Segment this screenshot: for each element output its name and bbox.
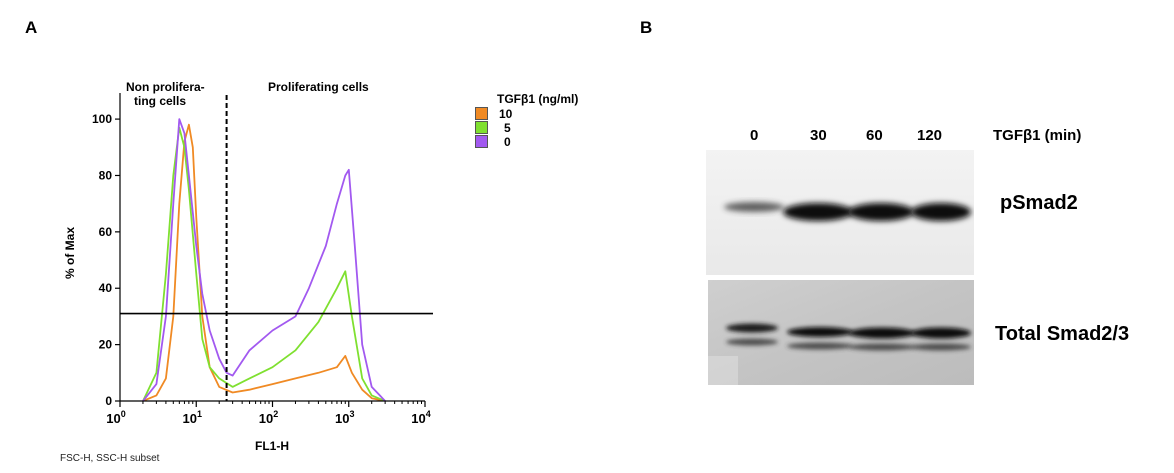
blot-label-psmad2: pSmad2 bbox=[1000, 192, 1078, 214]
blot-psmad2 bbox=[706, 150, 974, 275]
region-label-nonproliferating-2: ting cells bbox=[134, 94, 186, 108]
lane-label-30: 30 bbox=[810, 127, 827, 144]
panel-label-b: B bbox=[640, 18, 653, 37]
condition-label: TGFβ1 (min) bbox=[993, 127, 1082, 144]
band-smad-lower-lane-60 bbox=[849, 343, 915, 351]
panel-label-a: A bbox=[25, 18, 38, 37]
lane-label-120: 120 bbox=[917, 127, 943, 144]
band-smad-lower-lane-30 bbox=[787, 342, 853, 350]
series-line-10 bbox=[142, 123, 386, 401]
band-smad-lower-lane-120 bbox=[911, 343, 971, 351]
band-psmad2-lane-30 bbox=[783, 203, 853, 221]
band-smad-upper-lane-0 bbox=[726, 323, 778, 333]
legend: TGFβ1 (ng/ml) 10 5 0 bbox=[475, 92, 578, 149]
histogram-chart: Non prolifera- ting cells Proliferating … bbox=[63, 80, 433, 453]
blot-total-smad23 bbox=[708, 280, 974, 385]
band-smad-lower-lane-0 bbox=[726, 338, 778, 346]
x-axis-label: FL1-H bbox=[255, 439, 289, 453]
legend-item-10: 10 bbox=[475, 107, 578, 121]
band-smad-upper-lane-120 bbox=[911, 327, 971, 339]
lane-label-0: 0 bbox=[750, 127, 759, 144]
y-tick-label-80: 80 bbox=[99, 168, 113, 182]
legend-swatch-10 bbox=[475, 107, 488, 121]
y-tick-label-0: 0 bbox=[105, 394, 112, 408]
gating-footnote: FSC-H, SSC-H subset bbox=[60, 453, 160, 464]
x-tick-label-3: 103 bbox=[335, 409, 354, 426]
x-tick-label-4: 104 bbox=[411, 409, 430, 426]
lane-label-60: 60 bbox=[866, 127, 883, 144]
y-tick-label-60: 60 bbox=[99, 225, 113, 239]
band-psmad2-lane-120 bbox=[911, 203, 971, 221]
y-tick-label-20: 20 bbox=[99, 338, 113, 352]
y-tick-label-40: 40 bbox=[99, 281, 113, 295]
band-psmad2-lane-0 bbox=[724, 202, 784, 212]
series-line-0 bbox=[142, 118, 386, 401]
region-label-proliferating: Proliferating cells bbox=[268, 80, 369, 94]
y-tick-label-100: 100 bbox=[92, 112, 112, 126]
series-line-5 bbox=[142, 126, 386, 401]
legend-title: TGFβ1 (ng/ml) bbox=[497, 92, 579, 106]
band-smad-upper-lane-60 bbox=[849, 327, 915, 339]
x-tick-label-1: 101 bbox=[183, 409, 202, 426]
band-psmad2-lane-60 bbox=[848, 203, 914, 221]
legend-item-5: 5 bbox=[475, 121, 578, 135]
legend-swatch-5 bbox=[475, 121, 488, 135]
band-smad-upper-lane-30 bbox=[787, 327, 853, 337]
legend-item-0: 0 bbox=[475, 135, 578, 149]
region-label-nonproliferating-1: Non prolifera- bbox=[126, 80, 205, 94]
blot-label-total-smad23: Total Smad2/3 bbox=[995, 323, 1130, 345]
y-axis-label: % of Max bbox=[63, 227, 77, 279]
x-tick-label-2: 102 bbox=[259, 409, 278, 426]
x-tick-label-0: 100 bbox=[106, 409, 125, 426]
legend-swatch-0 bbox=[475, 135, 488, 149]
